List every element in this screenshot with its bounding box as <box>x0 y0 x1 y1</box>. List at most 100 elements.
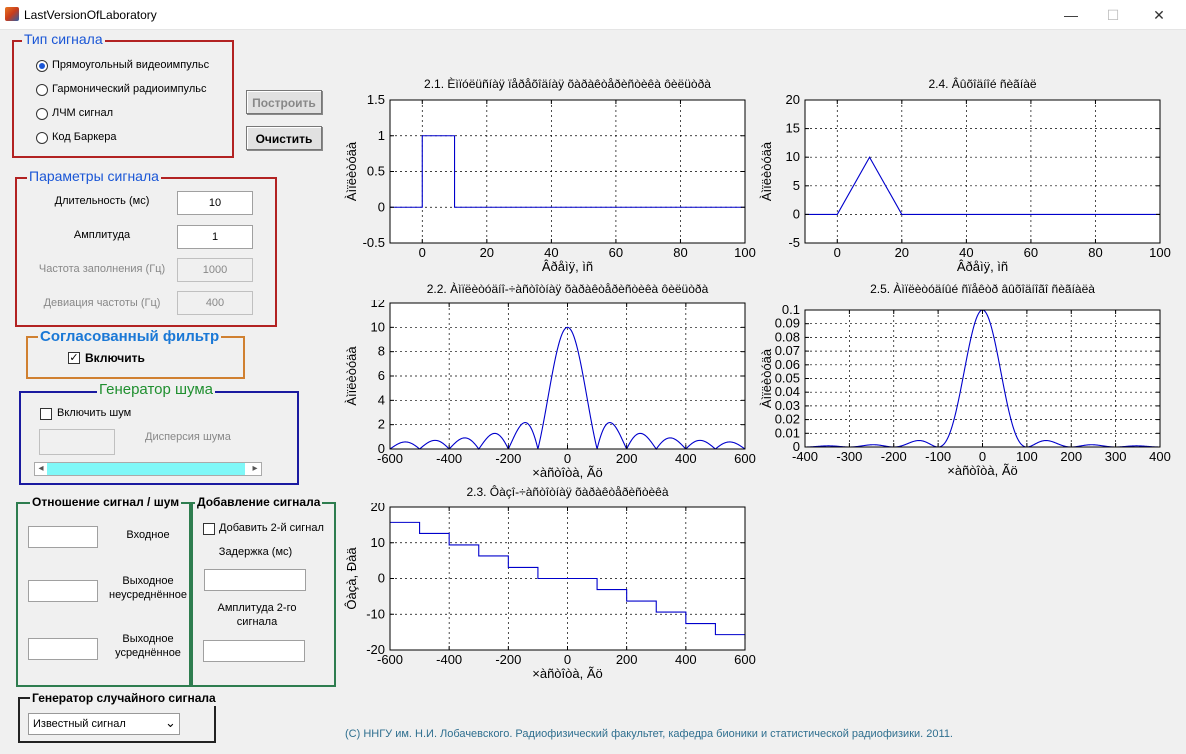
random-gen-group: Генератор случайного сигнала Известный с… <box>18 690 218 743</box>
add-signal-checkbox[interactable] <box>203 523 215 535</box>
x-tick-label: -100 <box>925 449 951 464</box>
y-tick-label: 15 <box>786 121 800 136</box>
plot-p21-impulse-response[interactable]: 0 20 40 60 80 100 -0.5 0 0.5 1 1.5 Âðåìÿ, ìñ Àìïëèòó… <box>340 95 760 280</box>
duration-input[interactable]: 10 <box>177 191 253 215</box>
snr-input-field[interactable] <box>28 526 98 548</box>
noise-scrollbar[interactable]: ◂ ▸ <box>34 462 262 476</box>
random-gen-legend: Генератор случайного сигнала <box>30 690 218 706</box>
y-tick-label: 0 <box>378 199 385 214</box>
deviation-input[interactable]: 400 <box>177 291 253 315</box>
x-tick-label: 100 <box>734 245 756 260</box>
series-line-p24 <box>805 156 1160 215</box>
close-button[interactable]: ✕ <box>1153 7 1165 23</box>
x-tick-label: 0 <box>834 245 841 260</box>
radio-rect-video[interactable] <box>36 60 48 72</box>
minimize-button[interactable]: — <box>1064 7 1078 23</box>
window-title: LastVersionOfLaboratory <box>24 8 157 22</box>
plot-p22-amplitude-freq[interactable]: -600 -400 -200 0 200 400 600 0 2 4 6 8 10 12 ×àñòîòà, … <box>340 300 760 485</box>
x-tick-label: 600 <box>734 451 756 466</box>
radio-harmonic[interactable] <box>36 84 48 96</box>
y-tick-label: 10 <box>371 535 385 550</box>
x-tick-label: 20 <box>480 245 494 260</box>
snr-out-raw-field[interactable] <box>28 580 98 602</box>
x-tick-label: 400 <box>675 451 697 466</box>
x-tick-label: 60 <box>1024 245 1038 260</box>
plot-background <box>805 100 1160 243</box>
y-tick-label: 0.01 <box>775 425 800 440</box>
series-line-p21 <box>390 135 745 208</box>
noise-enable-checkbox[interactable] <box>40 408 52 420</box>
random-gen-selected: Известный сигнал <box>33 718 126 730</box>
snr-input-label: Входное <box>126 529 170 541</box>
maximize-button[interactable]: ☐ <box>1106 7 1120 23</box>
radio-rect-video-label: Прямоугольный видеоимпульс <box>52 59 210 71</box>
build-button[interactable]: Построить <box>246 90 322 114</box>
y-tick-label: 1.5 <box>367 95 385 107</box>
plot-frame <box>804 99 1161 244</box>
noise-enable-label: Включить шум <box>57 407 132 419</box>
amplitude-label: Амплитуда <box>73 229 131 241</box>
delay-input[interactable] <box>204 569 306 591</box>
y-tick-label: -20 <box>366 642 385 657</box>
noise-generator-legend: Генератор шума <box>97 381 216 398</box>
series-line-p23 <box>390 521 746 640</box>
y-tick-label: 0.06 <box>775 357 800 372</box>
scroll-thumb[interactable] <box>47 463 245 475</box>
y-tick-label: -0.5 <box>363 235 385 250</box>
x-tick-label: 400 <box>1149 449 1171 464</box>
x-axis-label: Âðåìÿ, ìñ <box>542 259 593 274</box>
y-axis-label: Àìïëèòóäà <box>344 141 359 201</box>
y-tick-label: 6 <box>378 368 385 383</box>
x-axis-label: ×àñòîòà, Ãö <box>532 666 602 681</box>
matched-filter-enable-label: Включить <box>85 351 145 365</box>
add-signal-enable-label: Добавить 2-й сигнал <box>219 522 324 534</box>
freq-input[interactable]: 1000 <box>177 258 253 282</box>
radio-lfm-label: ЛЧМ сигнал <box>52 107 114 119</box>
y-tick-label: 0 <box>378 571 385 586</box>
x-tick-label: 0 <box>419 245 426 260</box>
random-gen-dropdown[interactable]: Известный сигнал ⌄ <box>28 713 180 735</box>
signal-params-legend: Параметры сигнала <box>27 168 161 184</box>
x-tick-label: -400 <box>792 449 818 464</box>
y-tick-label: 0.08 <box>775 329 800 344</box>
y-tick-label: 0 <box>793 206 800 221</box>
add-signal-group: Добавление сигнала Добавить 2-й сигнал З… <box>191 494 336 687</box>
y-tick-label: 20 <box>786 95 800 107</box>
radio-barker[interactable] <box>36 132 48 144</box>
y-tick-label: 12 <box>371 300 385 310</box>
x-tick-label: 80 <box>673 245 687 260</box>
plot-p24-output-signal[interactable]: 0 20 40 60 80 100 -5 0 5 10 15 20 Âðåìÿ, ìñ Àìïëèòóäà <box>755 95 1175 280</box>
y-tick-label: 0.5 <box>367 164 385 179</box>
amplitude-input[interactable]: 1 <box>177 225 253 249</box>
x-tick-label: -600 <box>377 451 403 466</box>
matched-filter-legend: Согласованный фильтр <box>38 328 222 345</box>
snr-out-avg-field[interactable] <box>28 638 98 660</box>
noise-variance-input[interactable] <box>39 429 115 455</box>
plot-p23-phase-freq[interactable]: -600 -400 -200 0 200 400 600 -20 -10 0 10 20 ×àñòîòà… <box>340 503 760 688</box>
x-tick-label: -200 <box>495 451 521 466</box>
plot-title-p23: 2.3. Ôàçî-÷àñòîòíàÿ õàðàêòåðèñòèêà <box>466 485 669 499</box>
clear-button[interactable]: Очистить <box>246 126 322 150</box>
y-tick-label: 10 <box>371 319 385 334</box>
y-tick-label: 0.1 <box>782 302 800 317</box>
snr-legend: Отношение сигнал / шум <box>30 494 182 510</box>
scroll-left-arrow-icon[interactable]: ◂ <box>38 463 44 474</box>
plot-p25-output-spectrum[interactable]: -400 -300 -200 -100 0 100 200 300 40000.010.020.… <box>755 300 1175 485</box>
signal-type-legend: Тип сигнала <box>22 31 105 47</box>
chevron-down-icon: ⌄ <box>165 715 176 730</box>
deviation-label: Девиация частоты (Гц) <box>43 297 161 309</box>
x-tick-label: 600 <box>734 652 756 667</box>
x-axis-label: ×àñòîòà, Ãö <box>532 465 602 480</box>
scroll-right-arrow-icon[interactable]: ▸ <box>252 463 258 474</box>
radio-lfm[interactable] <box>36 108 48 120</box>
matched-filter-checkbox[interactable]: ✓ <box>68 352 80 364</box>
amp2-input[interactable] <box>203 640 305 662</box>
y-tick-label: 4 <box>378 392 385 407</box>
x-tick-label: 0 <box>564 652 571 667</box>
signal-type-group: Тип сигнала Прямоугольный видеоимпульс Г… <box>12 31 234 158</box>
y-tick-label: 5 <box>793 178 800 193</box>
snr-out-avg-label: Выходное усреднённое <box>115 633 181 659</box>
x-tick-label: 100 <box>1149 245 1171 260</box>
duration-label: Длительность (мс) <box>54 195 150 207</box>
x-tick-label: 60 <box>609 245 623 260</box>
